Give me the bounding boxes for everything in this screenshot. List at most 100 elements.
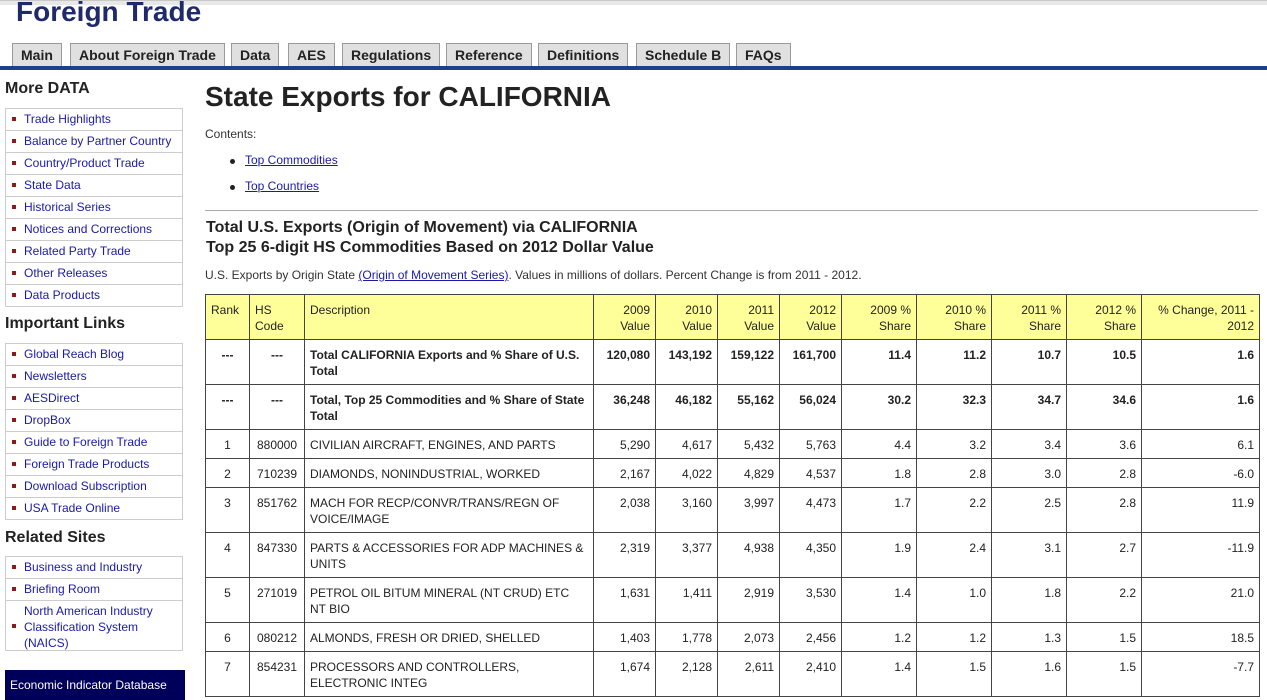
share-2011-cell: 2.5 [991,487,1067,533]
hs-code-cell: 880000 [249,429,305,459]
site-title[interactable]: Foreign Trade [16,0,202,27]
hs-code-cell: 080212 [249,622,305,652]
share-2012-cell: 2.8 [1066,487,1142,533]
description-cell: Total, Top 25 Commodities and % Share of… [304,384,594,430]
exports-table: Rank HS Code Description 2009 Value 2010… [205,294,1260,697]
tab-data[interactable]: Data [231,43,280,66]
sidebar-item-country-product-trade[interactable]: Country/Product Trade [6,153,182,175]
contents-list: Top Commodities Top Countries [228,153,338,205]
page-title: State Exports for CALIFORNIA [205,81,612,112]
sidebar-heading-important-links: Important Links [5,315,126,332]
sidebar-item-aesdirect[interactable]: AESDirect [6,388,182,410]
toc-link-top-commodities[interactable]: Top Commodities [245,153,338,167]
tab-reference[interactable]: Reference [446,43,532,66]
hs-code-cell: 851762 [249,487,305,533]
table-row: --- --- Total CALIFORNIA Exports and % Sha… [205,339,1260,385]
rank-cell: --- [205,339,250,385]
value-2012-cell: 161,700 [779,339,842,385]
col-header-hs-code: HS Code [249,294,305,340]
col-header-2009-value: 2009 Value [593,294,656,340]
sidebar-item-trade-highlights[interactable]: Trade Highlights [6,109,182,131]
value-2009-cell: 5,290 [593,429,656,459]
sidebar-item-briefing-room[interactable]: Briefing Room [6,579,182,601]
col-header-description: Description [304,294,594,340]
tab-schedule-b[interactable]: Schedule B [636,43,731,66]
hs-code-cell: --- [249,339,305,385]
value-2009-cell: 1,631 [593,577,656,623]
tab-definitions[interactable]: Definitions [538,43,629,66]
sidebar-item-related-party-trade[interactable]: Related Party Trade [6,241,182,263]
hs-code-cell: 710239 [249,458,305,488]
col-header-2010-share: 2010 % Share [916,294,992,340]
sidebar-item-data-products[interactable]: Data Products [6,285,182,307]
contents-label: Contents: [205,127,257,141]
value-2011-cell: 5,432 [717,429,780,459]
value-2011-cell: 4,829 [717,458,780,488]
rank-cell: 5 [205,577,250,623]
value-2012-cell: 4,537 [779,458,842,488]
sidebar-item-guide-foreign-trade[interactable]: Guide to Foreign Trade [6,432,182,454]
sidebar-list-more-data: Trade Highlights Balance by Partner Coun… [5,108,183,307]
share-2010-cell: 3.2 [916,429,992,459]
sidebar-item-other-releases[interactable]: Other Releases [6,263,182,285]
value-2010-cell: 4,022 [655,458,718,488]
value-2011-cell: 159,122 [717,339,780,385]
table-row: 4 847330 PARTS & ACCESSORIES FOR ADP MACHI… [205,532,1260,578]
share-2011-cell: 34.7 [991,384,1067,430]
share-2012-cell: 2.7 [1066,532,1142,578]
sidebar-item-usa-trade-online[interactable]: USA Trade Online [6,498,182,520]
share-2010-cell: 32.3 [916,384,992,430]
share-2011-cell: 3.1 [991,532,1067,578]
table-row: 5 271019 PETROL OIL BITUM MINERAL (NT CRUD… [205,577,1260,623]
description-cell: DIAMONDS, NONINDUSTRIAL, WORKED [304,458,594,488]
table-header-row: Rank HS Code Description 2009 Value 2010… [205,294,1260,340]
sidebar-item-foreign-trade-products[interactable]: Foreign Trade Products [6,454,182,476]
sidebar-item-historical-series[interactable]: Historical Series [6,197,182,219]
value-2011-cell: 2,073 [717,622,780,652]
share-2009-cell: 1.9 [841,532,917,578]
tab-faqs[interactable]: FAQs [736,43,791,66]
value-2011-cell: 3,997 [717,487,780,533]
table-row: 7 854231 PROCESSORS AND CONTROLLERS, ELECT… [205,651,1260,697]
table-row: 6 080212 ALMONDS, FRESH OR DRIED, SHELLED 1… [205,622,1260,652]
value-2010-cell: 143,192 [655,339,718,385]
pct-change-cell: -6.0 [1141,458,1260,488]
toc-link-top-countries[interactable]: Top Countries [245,179,320,193]
col-header-rank: Rank [205,294,250,340]
tab-aes[interactable]: AES [288,43,335,66]
sidebar-item-download-subscription[interactable]: Download Subscription [6,476,182,498]
economic-indicator-database-link[interactable]: Economic Indicator Database [5,670,185,700]
share-2010-cell: 1.5 [916,651,992,697]
share-2012-cell: 1.5 [1066,622,1142,652]
sidebar-item-business-industry[interactable]: Business and Industry [6,557,182,579]
col-header-pct-change: % Change, 2011 - 2012 [1141,294,1260,340]
share-2011-cell: 1.6 [991,651,1067,697]
sidebar-item-naics[interactable]: North American Industry Classification S… [6,601,182,651]
sidebar-item-notices-corrections[interactable]: Notices and Corrections [6,219,182,241]
value-2012-cell: 56,024 [779,384,842,430]
sidebar-item-newsletters[interactable]: Newsletters [6,366,182,388]
sidebar-item-balance-by-partner[interactable]: Balance by Partner Country [6,131,182,153]
rank-cell: 6 [205,622,250,652]
origin-of-movement-link[interactable]: (Origin of Movement Series) [358,268,509,282]
rank-cell: 2 [205,458,250,488]
table-row: 1 880000 CIVILIAN AIRCRAFT, ENGINES, AND P… [205,429,1260,459]
tab-about-foreign-trade[interactable]: About Foreign Trade [70,43,225,66]
description-cell: PARTS & ACCESSORIES FOR ADP MACHINES & U… [304,532,594,578]
sidebar-item-global-reach-blog[interactable]: Global Reach Blog [6,344,182,366]
sidebar-heading-related-sites: Related Sites [5,529,106,546]
description-cell: CIVILIAN AIRCRAFT, ENGINES, AND PARTS [304,429,594,459]
sidebar-item-dropbox[interactable]: DropBox [6,410,182,432]
col-header-2012-share: 2012 % Share [1066,294,1142,340]
tab-main[interactable]: Main [12,43,62,66]
value-2010-cell: 2,128 [655,651,718,697]
value-2012-cell: 5,763 [779,429,842,459]
value-2012-cell: 3,530 [779,577,842,623]
sidebar-item-state-data[interactable]: State Data [6,175,182,197]
value-2011-cell: 4,938 [717,532,780,578]
hs-code-cell: 847330 [249,532,305,578]
nav-divider-bar [0,66,1267,70]
tab-regulations[interactable]: Regulations [342,43,441,66]
value-2010-cell: 1,411 [655,577,718,623]
share-2012-cell: 10.5 [1066,339,1142,385]
